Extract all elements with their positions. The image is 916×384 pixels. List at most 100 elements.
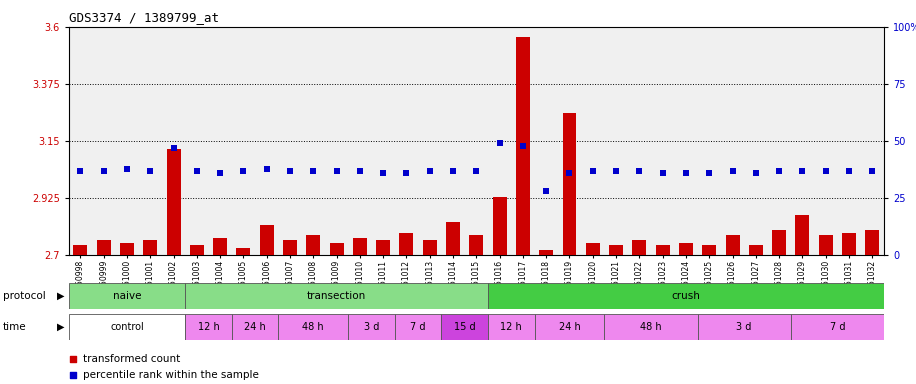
Text: GDS3374 / 1389799_at: GDS3374 / 1389799_at <box>69 12 219 25</box>
Point <box>65 372 80 379</box>
Bar <box>749 245 763 255</box>
Point <box>376 170 390 176</box>
Bar <box>73 245 87 255</box>
Bar <box>791 314 884 340</box>
Bar <box>540 250 553 255</box>
Point <box>329 168 344 174</box>
Point <box>772 168 787 174</box>
Bar <box>586 243 600 255</box>
Text: 12 h: 12 h <box>198 322 219 332</box>
Point <box>190 168 204 174</box>
Text: 48 h: 48 h <box>640 322 662 332</box>
Bar <box>656 245 670 255</box>
Bar <box>376 240 390 255</box>
Text: 15 d: 15 d <box>453 322 475 332</box>
Point <box>259 166 274 172</box>
Point <box>725 168 740 174</box>
Bar <box>213 238 227 255</box>
Bar <box>446 222 460 255</box>
Point <box>539 188 553 194</box>
Point <box>306 168 321 174</box>
Bar <box>488 314 535 340</box>
Bar <box>69 283 185 309</box>
Point <box>492 140 507 146</box>
Bar <box>609 245 623 255</box>
Bar <box>69 314 185 340</box>
Point <box>399 170 414 176</box>
Text: crush: crush <box>671 291 701 301</box>
Text: control: control <box>110 322 144 332</box>
Bar <box>185 283 488 309</box>
Text: percentile rank within the sample: percentile rank within the sample <box>83 370 259 381</box>
Bar <box>493 197 507 255</box>
Bar <box>120 243 134 255</box>
Bar <box>442 314 488 340</box>
Text: transection: transection <box>307 291 366 301</box>
Point <box>283 168 298 174</box>
Bar <box>488 283 884 309</box>
Bar <box>605 314 698 340</box>
Point <box>865 168 879 174</box>
Bar <box>306 235 321 255</box>
Bar <box>795 215 810 255</box>
Bar <box>260 225 274 255</box>
Bar <box>469 235 484 255</box>
Point <box>353 168 367 174</box>
Bar <box>278 314 348 340</box>
Point <box>609 168 624 174</box>
Bar <box>97 240 111 255</box>
Point <box>748 170 763 176</box>
Text: 3 d: 3 d <box>736 322 752 332</box>
Bar <box>395 314 442 340</box>
Bar <box>399 233 413 255</box>
Point <box>422 168 437 174</box>
Point <box>585 168 600 174</box>
Bar <box>632 240 647 255</box>
Text: transformed count: transformed count <box>83 354 180 364</box>
Bar <box>283 240 297 255</box>
Bar <box>330 243 344 255</box>
Point <box>702 170 716 176</box>
Bar <box>842 233 856 255</box>
Point <box>65 356 80 362</box>
Bar <box>819 235 833 255</box>
Bar <box>866 230 879 255</box>
Text: 24 h: 24 h <box>559 322 581 332</box>
Text: time: time <box>3 322 27 332</box>
Point <box>446 168 461 174</box>
Bar <box>772 230 786 255</box>
Point <box>679 170 693 176</box>
Bar <box>703 245 716 255</box>
Point <box>795 168 810 174</box>
Bar <box>232 314 278 340</box>
Text: 12 h: 12 h <box>500 322 522 332</box>
Text: 48 h: 48 h <box>302 322 324 332</box>
Text: ▶: ▶ <box>57 322 64 332</box>
Point <box>818 168 833 174</box>
Point <box>236 168 251 174</box>
Text: 24 h: 24 h <box>245 322 266 332</box>
Point <box>469 168 484 174</box>
Bar <box>679 243 692 255</box>
Bar <box>698 314 791 340</box>
Text: ▶: ▶ <box>57 291 64 301</box>
Point <box>842 168 856 174</box>
Bar <box>236 248 250 255</box>
Bar <box>185 314 232 340</box>
Bar <box>535 314 605 340</box>
Point <box>562 170 577 176</box>
Bar <box>516 37 529 255</box>
Point <box>120 166 135 172</box>
Point <box>73 168 88 174</box>
Point <box>213 170 227 176</box>
Bar <box>190 245 203 255</box>
Text: naive: naive <box>113 291 141 301</box>
Bar <box>353 238 366 255</box>
Bar <box>725 235 739 255</box>
Point <box>166 145 180 151</box>
Text: protocol: protocol <box>3 291 46 301</box>
Text: 3 d: 3 d <box>364 322 379 332</box>
Bar <box>348 314 395 340</box>
Bar <box>143 240 158 255</box>
Bar <box>423 240 437 255</box>
